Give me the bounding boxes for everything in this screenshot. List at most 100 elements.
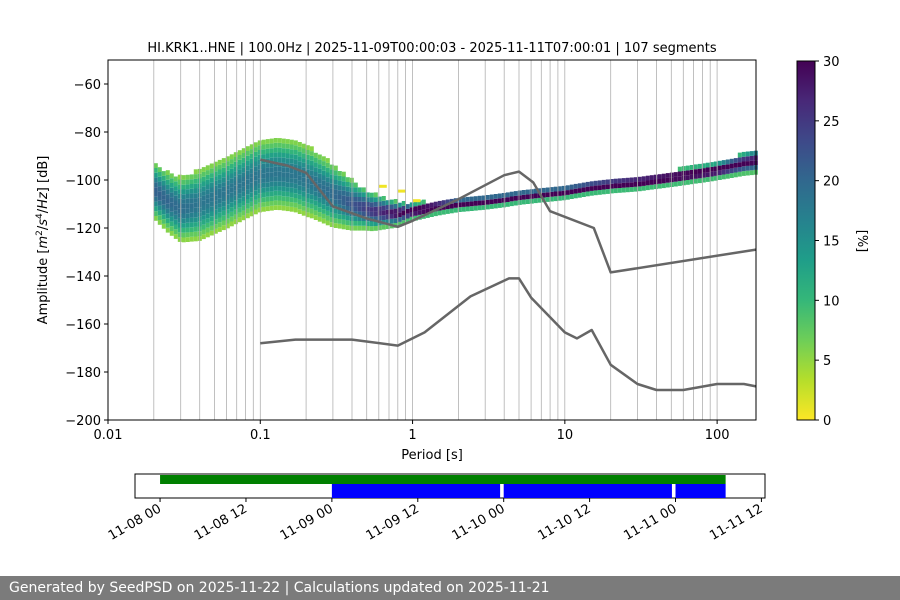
heatmap-cell xyxy=(329,212,334,218)
heatmap-cell xyxy=(213,190,218,196)
heatmap-cell xyxy=(305,198,310,203)
heatmap-cell xyxy=(373,221,378,226)
heatmap-cell xyxy=(701,172,706,178)
heatmap-cell xyxy=(341,210,346,215)
heatmap-cell xyxy=(213,224,218,229)
heatmap-cell xyxy=(193,217,198,223)
heatmap-cell xyxy=(437,200,442,206)
heatmap-cell xyxy=(297,180,302,186)
heatmap-cell xyxy=(225,185,230,190)
heatmap-cell xyxy=(273,186,278,191)
heatmap-cell xyxy=(569,194,574,199)
heatmap-cell xyxy=(273,138,278,143)
heatmap-cell xyxy=(153,187,158,192)
heatmap-cell xyxy=(177,217,182,223)
colorbar-tick-label: 30 xyxy=(823,55,840,70)
heatmap-cell xyxy=(405,208,410,214)
heatmap-cell xyxy=(193,207,198,213)
y-tick-label: −60 xyxy=(74,78,101,93)
heatmap-cell xyxy=(549,196,554,202)
heatmap-cell xyxy=(209,201,214,207)
heatmap-cell xyxy=(597,185,602,190)
heatmap-cell xyxy=(445,204,450,210)
heatmap-cell xyxy=(157,196,162,201)
heatmap-cell xyxy=(249,206,254,212)
heatmap-cell xyxy=(709,162,714,167)
heatmap-cell xyxy=(725,159,730,165)
heatmap-cell xyxy=(353,182,358,188)
heatmap-cell xyxy=(217,164,222,170)
heatmap-cell xyxy=(341,224,346,230)
heatmap-cell xyxy=(509,191,514,197)
heatmap-cell xyxy=(261,178,266,183)
heatmap-cell xyxy=(225,156,230,162)
heatmap-cell xyxy=(185,203,190,209)
heatmap-cell xyxy=(309,146,314,152)
heatmap-cell xyxy=(177,174,182,180)
heatmap-cell xyxy=(233,176,238,181)
heatmap-cell xyxy=(265,153,270,159)
heatmap-cell xyxy=(273,205,278,210)
heatmap-cell xyxy=(281,153,286,158)
heatmap-cell xyxy=(645,180,650,186)
heatmap-cell xyxy=(173,200,178,206)
heatmap-cell xyxy=(225,175,230,181)
heatmap-cell xyxy=(281,205,286,211)
colorbar-ticks: 0 5 10 15 20 25 30 xyxy=(815,55,840,429)
heatmap-cell xyxy=(261,168,266,174)
heatmap-cell xyxy=(557,191,562,196)
heatmap-cell xyxy=(405,218,410,224)
heatmap-cell xyxy=(209,197,214,202)
heatmap-cell xyxy=(545,187,550,193)
heatmap-cell xyxy=(385,205,390,210)
heatmap-cell xyxy=(153,177,158,183)
heatmap-cell xyxy=(265,143,270,149)
heatmap-cell xyxy=(313,215,318,220)
heatmap-cell xyxy=(213,209,218,215)
heatmap-cell xyxy=(285,177,290,183)
heatmap-cell xyxy=(741,156,746,162)
heatmap-cell xyxy=(697,168,702,174)
heatmap-cell xyxy=(481,195,486,201)
heatmap-cell xyxy=(249,187,254,193)
heatmap-cell xyxy=(285,196,290,202)
heatmap-cell xyxy=(189,188,194,194)
heatmap-cell xyxy=(369,192,374,198)
heatmap-cell xyxy=(461,206,466,212)
heatmap-cell xyxy=(385,209,390,215)
heatmap-cell xyxy=(261,182,266,188)
heatmap-cell xyxy=(597,190,602,195)
heatmap-cell xyxy=(517,190,522,196)
heatmap-cell xyxy=(329,169,334,175)
heatmap-cell xyxy=(253,199,258,205)
heatmap-cell xyxy=(345,182,350,187)
heatmap-cell xyxy=(297,161,302,166)
heatmap-cell xyxy=(385,200,390,205)
footer-banner: Generated by SeedPSD on 2025-11-22 | Cal… xyxy=(0,576,900,600)
heatmap-cell xyxy=(241,162,246,168)
heatmap-cell xyxy=(409,212,414,217)
heatmap-cell xyxy=(249,168,254,174)
heatmap-cell xyxy=(245,179,250,185)
heatmap-cell xyxy=(237,164,242,170)
heatmap-cell xyxy=(313,196,318,201)
heatmap-cell xyxy=(205,232,210,238)
heatmap-cell xyxy=(609,188,614,194)
heatmap-cell xyxy=(277,205,282,211)
heatmap-cell xyxy=(317,192,322,198)
heatmap-cell xyxy=(173,219,178,225)
heatmap-cell xyxy=(265,139,270,144)
heatmap-cell xyxy=(173,234,178,239)
heatmap-cell xyxy=(217,212,222,218)
heatmap-cell xyxy=(593,185,598,191)
heatmap-cell xyxy=(209,225,214,231)
heatmap-cell xyxy=(253,147,258,152)
heatmap-cell xyxy=(229,211,234,217)
heatmap-cell xyxy=(169,197,174,203)
heatmap-cell xyxy=(565,185,570,191)
heatmap-cell xyxy=(153,206,158,212)
heatmap-cell xyxy=(581,187,586,193)
heatmap-cell xyxy=(253,185,258,191)
heatmap-cell xyxy=(253,142,258,148)
heatmap-cell xyxy=(425,208,430,214)
